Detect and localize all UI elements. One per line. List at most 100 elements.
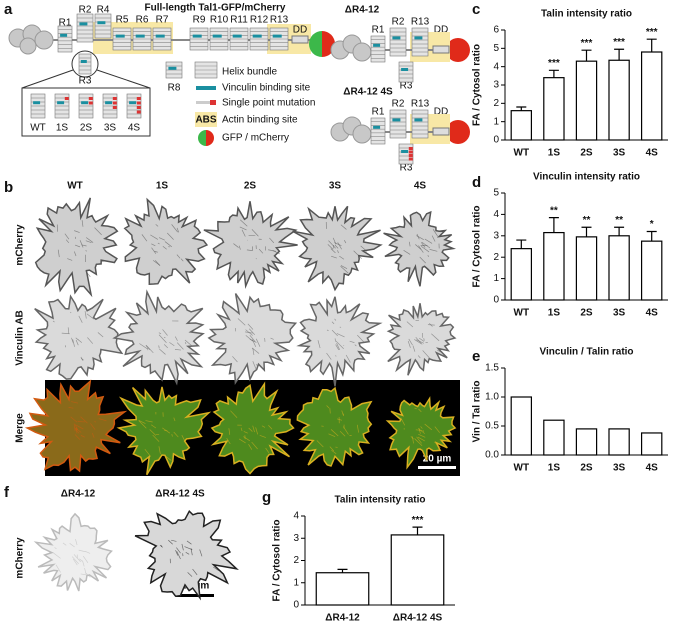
y-tick-label: 2 (293, 555, 299, 566)
fiber (272, 250, 280, 255)
y-tick-label: 3 (293, 533, 299, 544)
fiber (57, 249, 60, 258)
fiber (238, 438, 246, 444)
fiber (94, 420, 97, 423)
cell (385, 396, 457, 470)
inset-label: 2S (80, 123, 93, 134)
bar (390, 534, 445, 606)
fiber (357, 334, 365, 343)
fiber (356, 424, 359, 433)
fiber (186, 540, 192, 545)
fiber (78, 315, 83, 323)
fiber (98, 418, 107, 422)
mutation (408, 157, 413, 161)
fiber (85, 271, 91, 278)
fiber (335, 355, 337, 357)
bar (608, 235, 630, 301)
fiber (68, 407, 74, 409)
bar (510, 248, 533, 301)
fiber (175, 549, 179, 556)
legend-text: GFP / mCherry (222, 133, 289, 144)
fiber (71, 337, 74, 343)
vbs (60, 33, 68, 37)
fiber (61, 332, 70, 335)
fiber (241, 229, 246, 237)
fiber (331, 255, 337, 259)
fiber (243, 436, 250, 442)
fiber (429, 249, 438, 252)
fiber (400, 417, 406, 426)
fiber (74, 434, 81, 440)
fiber (72, 558, 78, 566)
fiber (434, 441, 441, 448)
fiber (339, 255, 345, 260)
inset-line (96, 69, 151, 89)
fiber (69, 543, 75, 548)
y-tick-label: 3 (493, 80, 499, 91)
helix-bundle (411, 109, 429, 139)
fiber (437, 349, 443, 354)
fiber (180, 258, 184, 262)
domain-label: R13 (270, 15, 289, 26)
fiber (176, 547, 181, 554)
fiber (328, 240, 336, 249)
legend-abs-tag: ABS (195, 115, 216, 126)
domain-label: R8 (168, 83, 181, 94)
fiber (163, 454, 172, 461)
fiber (269, 237, 275, 244)
x-tick-label: 3S (613, 463, 626, 474)
cell (292, 205, 383, 292)
fiber (258, 248, 264, 254)
vbs (79, 22, 88, 26)
fiber (184, 339, 193, 347)
significance: ** (615, 215, 623, 226)
significance: *** (613, 37, 625, 48)
bar (543, 419, 565, 456)
fiber (158, 345, 160, 349)
ferm-lobe (34, 30, 54, 50)
error-bar (581, 226, 592, 237)
y-tick-label: 1 (493, 116, 499, 127)
fiber (230, 410, 238, 418)
bar (608, 59, 630, 141)
fiber (331, 329, 338, 337)
x-tick-label: 2S (580, 148, 593, 159)
fiber (248, 444, 253, 450)
x-tick-label: WT (514, 148, 530, 159)
fiber (94, 227, 102, 236)
column-label: 3S (329, 181, 342, 192)
fiber (162, 245, 167, 250)
fiber (138, 420, 147, 429)
error-bar (548, 217, 559, 233)
cell (210, 381, 295, 475)
mutation (136, 106, 141, 109)
significance: *** (548, 58, 560, 69)
fiber (248, 427, 253, 432)
mutation (136, 110, 141, 114)
y-tick-label: 2 (493, 252, 499, 263)
domain-label: R12 (250, 15, 269, 26)
fiber (259, 434, 266, 438)
fiber (326, 352, 332, 360)
fiber (239, 226, 247, 231)
fiber (169, 342, 175, 347)
fiber (168, 539, 173, 545)
fiber (337, 250, 339, 254)
fiber (75, 424, 84, 430)
bar (640, 240, 663, 301)
fiber (237, 318, 246, 326)
fiber (337, 242, 342, 250)
legend-mut (210, 100, 216, 105)
fiber (340, 224, 347, 230)
fiber (240, 427, 243, 432)
legend-gfp (198, 130, 206, 146)
fiber (150, 424, 157, 429)
mutation (136, 101, 141, 105)
fiber (158, 334, 167, 344)
fiber (345, 354, 351, 363)
row-label: Vinculin AB (15, 310, 26, 366)
fiber (75, 428, 78, 434)
fiber (417, 436, 425, 442)
fiber (151, 243, 156, 247)
fiber (85, 240, 92, 243)
